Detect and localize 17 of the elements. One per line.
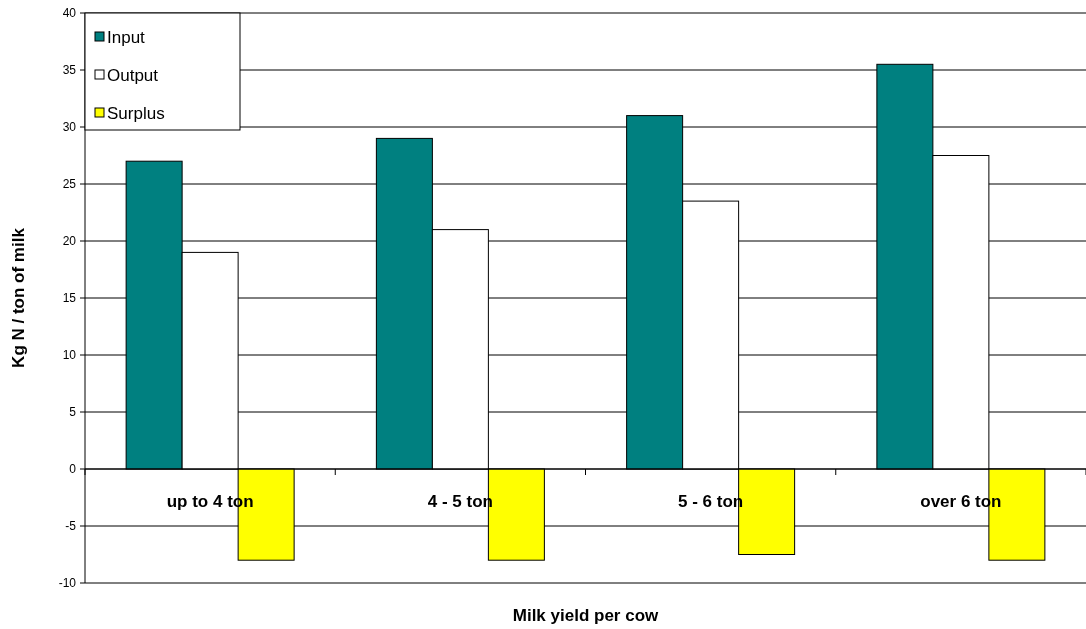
y-tick-label: 5 bbox=[69, 405, 77, 420]
legend-label: Input bbox=[107, 27, 146, 47]
y-tick-label: 10 bbox=[62, 348, 77, 363]
y-tick-label: 20 bbox=[62, 234, 77, 249]
y-tick-label: 0 bbox=[69, 462, 77, 477]
x-tick-label: over 6 ton bbox=[920, 492, 1002, 511]
y-tick-label: 40 bbox=[62, 6, 77, 21]
legend-label: Output bbox=[107, 65, 159, 85]
y-tick-label: 30 bbox=[62, 120, 77, 135]
y-tick-label: -5 bbox=[65, 519, 77, 534]
y-axis-title: Kg N / ton of milk bbox=[9, 227, 28, 368]
legend-label: Surplus bbox=[107, 103, 165, 123]
y-tick-label: -10 bbox=[58, 576, 77, 591]
x-axis-title: Milk yield per cow bbox=[512, 606, 660, 625]
y-tick-label: 25 bbox=[62, 177, 77, 192]
y-tick-label: 15 bbox=[62, 291, 77, 306]
y-tick-label: 35 bbox=[62, 63, 77, 78]
